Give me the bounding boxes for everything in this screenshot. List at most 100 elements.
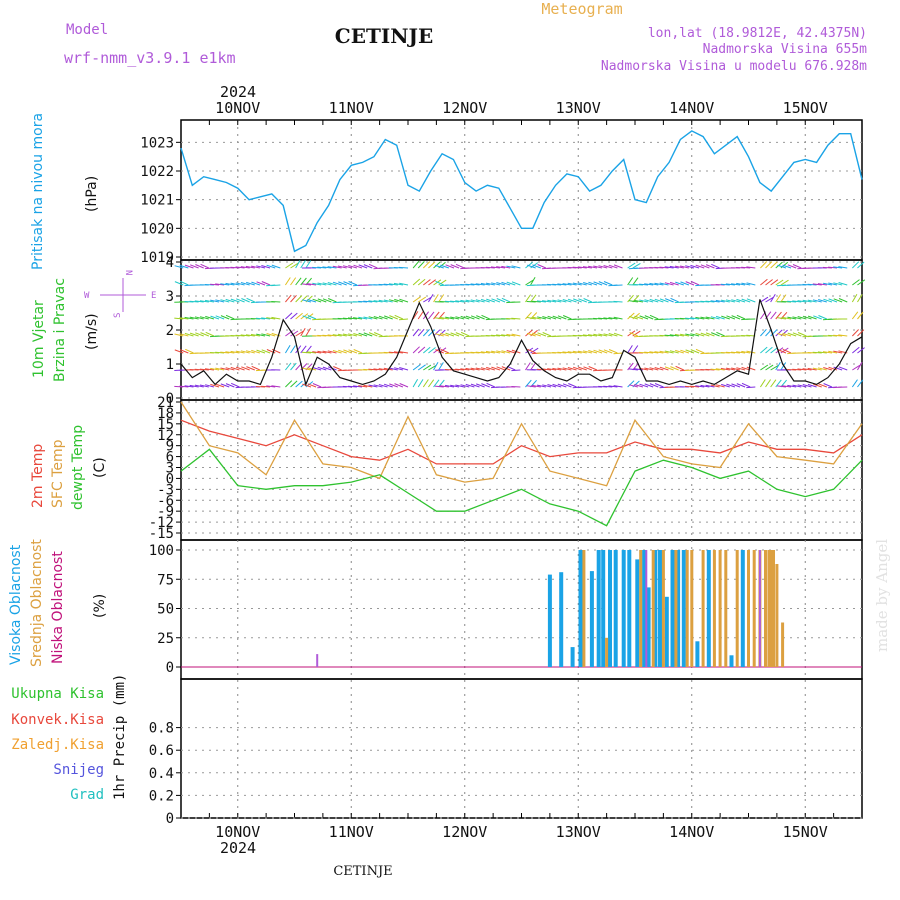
wind-barb — [328, 298, 337, 303]
wind-barb — [557, 299, 567, 303]
wind-barb — [290, 262, 299, 269]
wind-barb — [393, 282, 403, 286]
wind-barb — [501, 297, 511, 303]
wind-barb — [195, 332, 204, 337]
wind-barb — [639, 315, 649, 320]
wind-barb — [633, 283, 643, 286]
y-tick-label: 1022 — [140, 164, 174, 180]
wind-barb — [526, 301, 536, 303]
wind-barb — [525, 261, 533, 269]
wind-barb — [174, 385, 184, 388]
wind-barb — [525, 329, 533, 337]
cloud-bar — [685, 550, 689, 667]
wind-barb — [439, 301, 449, 303]
wind-barb — [317, 350, 327, 354]
wind-barb — [812, 299, 822, 303]
wind-barb — [720, 299, 730, 303]
wind-barb — [465, 315, 475, 320]
wind-barb — [194, 384, 204, 388]
wind-barb — [802, 384, 812, 388]
wind-barb — [305, 328, 311, 337]
wind-barb — [582, 266, 592, 269]
wind-barb — [481, 314, 490, 320]
wind-barb — [765, 261, 773, 269]
wind-barb — [812, 367, 822, 371]
wind-barb — [578, 298, 587, 303]
wind-barb — [266, 317, 276, 320]
wind-barb — [746, 350, 756, 354]
cloud-bar — [613, 550, 618, 667]
wind-barb — [813, 383, 822, 388]
wind-barb — [797, 332, 807, 337]
wind-barb — [608, 385, 618, 388]
wind-barb — [423, 364, 432, 371]
wind-barb — [563, 315, 572, 320]
wind-barb — [664, 350, 674, 354]
wind-barb — [776, 385, 787, 388]
wind-barb — [490, 266, 500, 269]
wind-barb — [174, 333, 184, 337]
wind-barb — [485, 266, 495, 269]
wind-barb — [812, 283, 822, 286]
y-tick-label: -6 — [157, 493, 174, 509]
wind-barb — [838, 298, 848, 303]
wind-barb — [185, 348, 194, 354]
wind-barb — [205, 331, 215, 337]
compass-south: S — [113, 313, 123, 318]
wind-barb — [852, 364, 861, 371]
cloud-bar — [664, 596, 669, 667]
wind-barb — [669, 281, 679, 286]
altitude-model-label: Nadmorska Visina u modelu 676.928m — [601, 59, 867, 74]
cloud-bar — [559, 572, 564, 667]
wind-barb — [480, 282, 490, 286]
wind-barb — [305, 345, 312, 354]
wind-barb — [547, 299, 557, 303]
wind-barb — [445, 316, 455, 320]
wind-barb — [501, 265, 511, 269]
cloud-unit: (%) — [92, 594, 108, 618]
wind-barb — [261, 349, 271, 354]
wind-barb — [665, 298, 674, 303]
wind-barb — [511, 281, 521, 286]
wind-barb — [770, 347, 779, 354]
y-tick-label: 18 — [157, 406, 174, 422]
wind-barb — [481, 383, 490, 388]
wind-barb — [760, 261, 768, 269]
wind-barb — [644, 383, 654, 388]
wind-barb — [649, 298, 659, 303]
y-tick-label: 1021 — [140, 193, 174, 209]
wind-barb — [417, 364, 426, 371]
wind-barb — [721, 383, 730, 388]
wind-barb — [857, 361, 863, 371]
wind-barb — [465, 283, 475, 286]
wind-barb — [741, 382, 751, 388]
wind-barb — [215, 383, 225, 388]
wind-barb — [358, 316, 368, 320]
wind-barb — [348, 333, 358, 337]
day-label-bottom: 13NOV — [556, 823, 601, 841]
wind-barb — [347, 385, 357, 388]
wind-barb — [700, 332, 710, 337]
wind-barb — [271, 264, 281, 269]
wind-barb — [246, 281, 255, 286]
cloud-bar — [635, 559, 640, 667]
wind-barb — [300, 345, 307, 354]
wind-barb — [398, 266, 409, 269]
wind-barb — [741, 350, 751, 354]
wind-ylabel-1: 10m Vjetar — [31, 300, 47, 378]
cloud-bar — [769, 550, 773, 667]
wind-barb — [496, 334, 506, 337]
wind-barb — [725, 283, 735, 286]
wind-barb — [295, 380, 303, 388]
cloud-bar — [578, 550, 583, 667]
day-label-top: 15NOV — [783, 99, 828, 117]
wind-barb — [338, 349, 347, 354]
wind-barb — [412, 278, 421, 286]
wind-barb — [455, 263, 465, 269]
wind-barb — [669, 265, 679, 269]
wind-barb — [486, 382, 496, 388]
wind-barb — [480, 298, 490, 303]
wind-barb — [562, 351, 572, 354]
cloud-bar — [605, 637, 609, 668]
wind-barb — [531, 384, 541, 388]
